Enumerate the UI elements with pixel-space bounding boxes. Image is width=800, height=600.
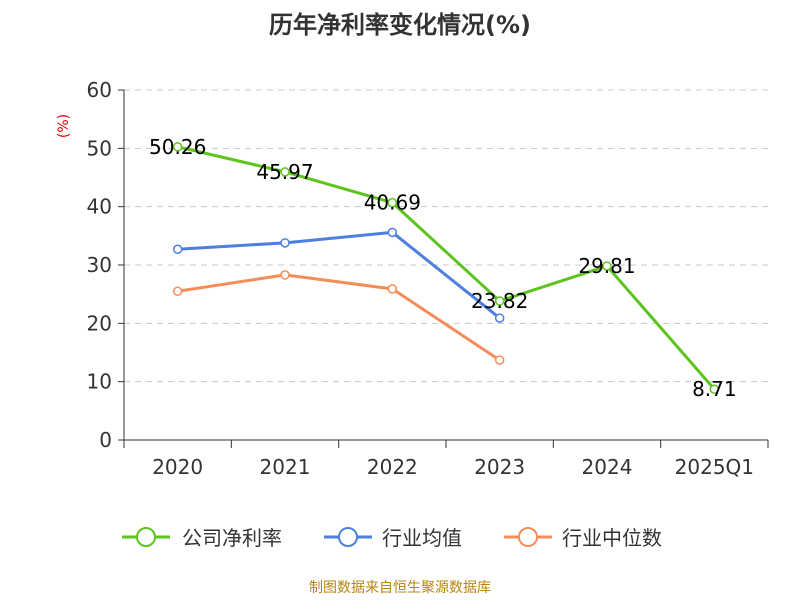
series-line (177, 145, 716, 391)
data-label: 50.26 (149, 135, 206, 159)
data-point[interactable] (494, 296, 505, 306)
data-label: 23.82 (471, 289, 528, 313)
legend-label: 行业中位数 (562, 526, 662, 550)
legend[interactable]: 公司净利率 行业均值 行业中位数 (122, 526, 662, 550)
data-point[interactable] (280, 238, 290, 248)
data-point[interactable] (172, 244, 183, 254)
x-tick-label: 2021 (260, 455, 311, 479)
y-tick-label: 50 (87, 136, 112, 160)
data-point[interactable] (709, 384, 720, 394)
legend-item[interactable]: 行业均值 (324, 526, 462, 550)
x-tick-label: 2023 (474, 455, 525, 479)
data-point[interactable] (494, 313, 505, 323)
y-tick-label: 30 (87, 253, 112, 277)
data-point[interactable] (280, 167, 290, 177)
source-note: 制图数据来自恒生聚源数据库 (309, 580, 491, 596)
y-tick-label: 0 (99, 428, 112, 452)
y-tick-label: 40 (87, 195, 112, 219)
y-axis-label: (%) (56, 114, 72, 138)
data-point[interactable] (172, 142, 183, 152)
data-label: 29.81 (578, 254, 635, 278)
data-point[interactable] (387, 284, 398, 294)
data-point[interactable] (387, 227, 398, 238)
legend-item[interactable]: 行业中位数 (504, 526, 662, 550)
data-point[interactable] (387, 197, 398, 208)
legend-label: 行业均值 (382, 526, 462, 550)
y-tick-label: 60 (87, 78, 112, 102)
data-label: 45.97 (256, 160, 313, 184)
legend-item[interactable]: 公司净利率 (122, 526, 282, 550)
y-tick-label: 20 (87, 311, 112, 335)
y-tick-label: 10 (87, 370, 112, 394)
x-tick-label: 2024 (582, 455, 633, 479)
data-label: 40.69 (364, 191, 421, 215)
x-tick-label: 2020 (152, 455, 203, 479)
legend-swatch-marker (518, 527, 538, 547)
legend-swatch-marker (136, 527, 156, 547)
data-label: 8.71 (692, 377, 737, 401)
data-point[interactable] (172, 286, 183, 296)
legend-label: 公司净利率 (182, 526, 282, 550)
chart-title: 历年净利率变化情况(%) (269, 11, 531, 39)
legend-swatch-marker (338, 527, 358, 547)
data-labels: 50.26 45.97 40.69 23.82 29.81 8.71 (149, 135, 737, 401)
x-tick-label: 2025Q1 (675, 455, 754, 479)
series-line (177, 230, 501, 320)
axes: 0 10 20 30 40 50 60 2020 2021 2022 2023 2024 2025Q1 (87, 78, 769, 479)
data-point[interactable] (602, 261, 612, 271)
series-line (177, 273, 501, 362)
data-point[interactable] (280, 270, 290, 280)
x-tick-label: 2022 (367, 455, 418, 479)
data-point[interactable] (494, 355, 505, 365)
series-layer (172, 142, 720, 394)
